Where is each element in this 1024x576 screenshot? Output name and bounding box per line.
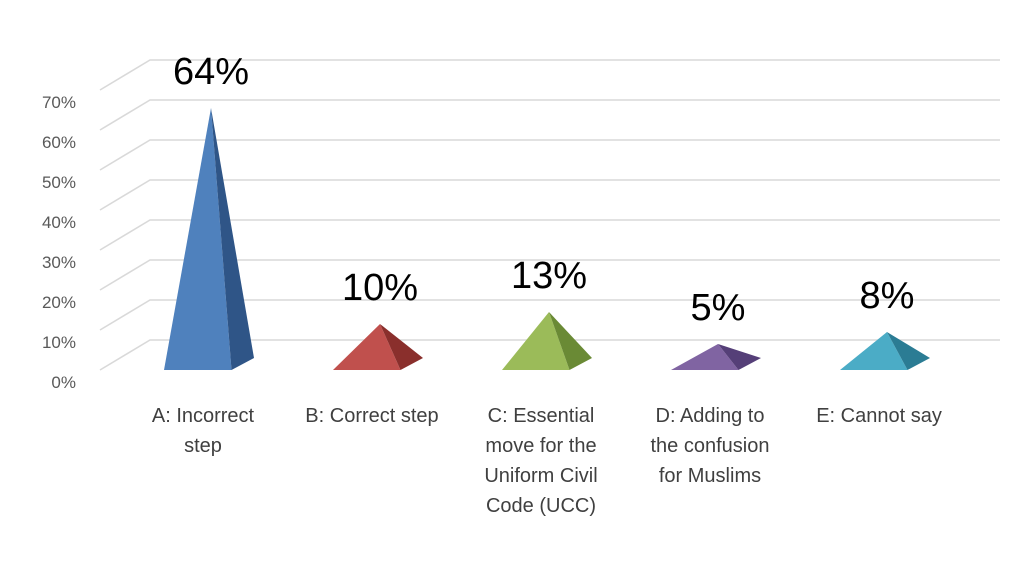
x-tick-label: C: Essential (488, 405, 595, 427)
x-tick-label: B: Correct step (305, 405, 438, 427)
y-tick-label: 70% (42, 93, 76, 112)
x-tick-label: Code (UCC) (486, 495, 596, 517)
gridline (99, 139, 1000, 171)
bar-pyramid (164, 108, 254, 370)
x-tick-label: Uniform Civil (484, 465, 597, 487)
x-tick-label: step (184, 435, 222, 457)
y-tick-label: 20% (42, 293, 76, 312)
y-tick-label: 40% (42, 213, 76, 232)
pyramid-side-face (211, 108, 254, 370)
pyramid-side-face (887, 332, 930, 370)
data-label: 5% (691, 287, 746, 329)
data-labels: 64% 10% 13% 5% 8% (173, 51, 914, 329)
y-tick-label: 50% (42, 173, 76, 192)
pyramid-front-face (502, 312, 570, 370)
data-label: 64% (173, 51, 249, 93)
bar-pyramid (502, 312, 592, 370)
x-tick-label: D: Adding to (656, 405, 765, 427)
chart-marks (164, 108, 930, 370)
x-tick-label: E: Cannot say (816, 405, 942, 427)
pyramid-side-face (549, 312, 592, 370)
pyramid-side-face (380, 324, 423, 370)
gridline (99, 299, 1000, 331)
pyramid-side-face (718, 344, 761, 370)
gridline (99, 259, 1000, 291)
x-tick-label: for Muslims (659, 465, 761, 487)
x-axis: A: Incorrect step B: Correct step C: Essent… (152, 405, 942, 517)
pyramid-front-face (671, 344, 739, 370)
x-tick-label: move for the (485, 435, 596, 457)
data-label: 13% (511, 255, 587, 297)
data-label: 10% (342, 267, 418, 309)
gridlines (99, 59, 1000, 371)
x-tick-label: the confusion (651, 435, 770, 457)
bar-pyramid (671, 344, 761, 370)
y-tick-label: 10% (42, 333, 76, 352)
y-tick-label: 0% (51, 373, 76, 392)
gridline (99, 99, 1000, 131)
gridline (99, 179, 1000, 211)
y-tick-label: 30% (42, 253, 76, 272)
gridline (99, 339, 1000, 371)
gridline (99, 59, 1000, 91)
pyramid-front-face (333, 324, 401, 370)
gridline (99, 219, 1000, 251)
y-axis: 0% 10% 20% 30% 40% 50% 60% 70% (42, 93, 76, 392)
x-tick-label: A: Incorrect (152, 405, 255, 427)
pyramid-front-face (164, 108, 232, 370)
bar-pyramid (333, 324, 423, 370)
pyramid-front-face (840, 332, 908, 370)
y-tick-label: 60% (42, 133, 76, 152)
data-label: 8% (860, 275, 915, 317)
bar-pyramid (840, 332, 930, 370)
